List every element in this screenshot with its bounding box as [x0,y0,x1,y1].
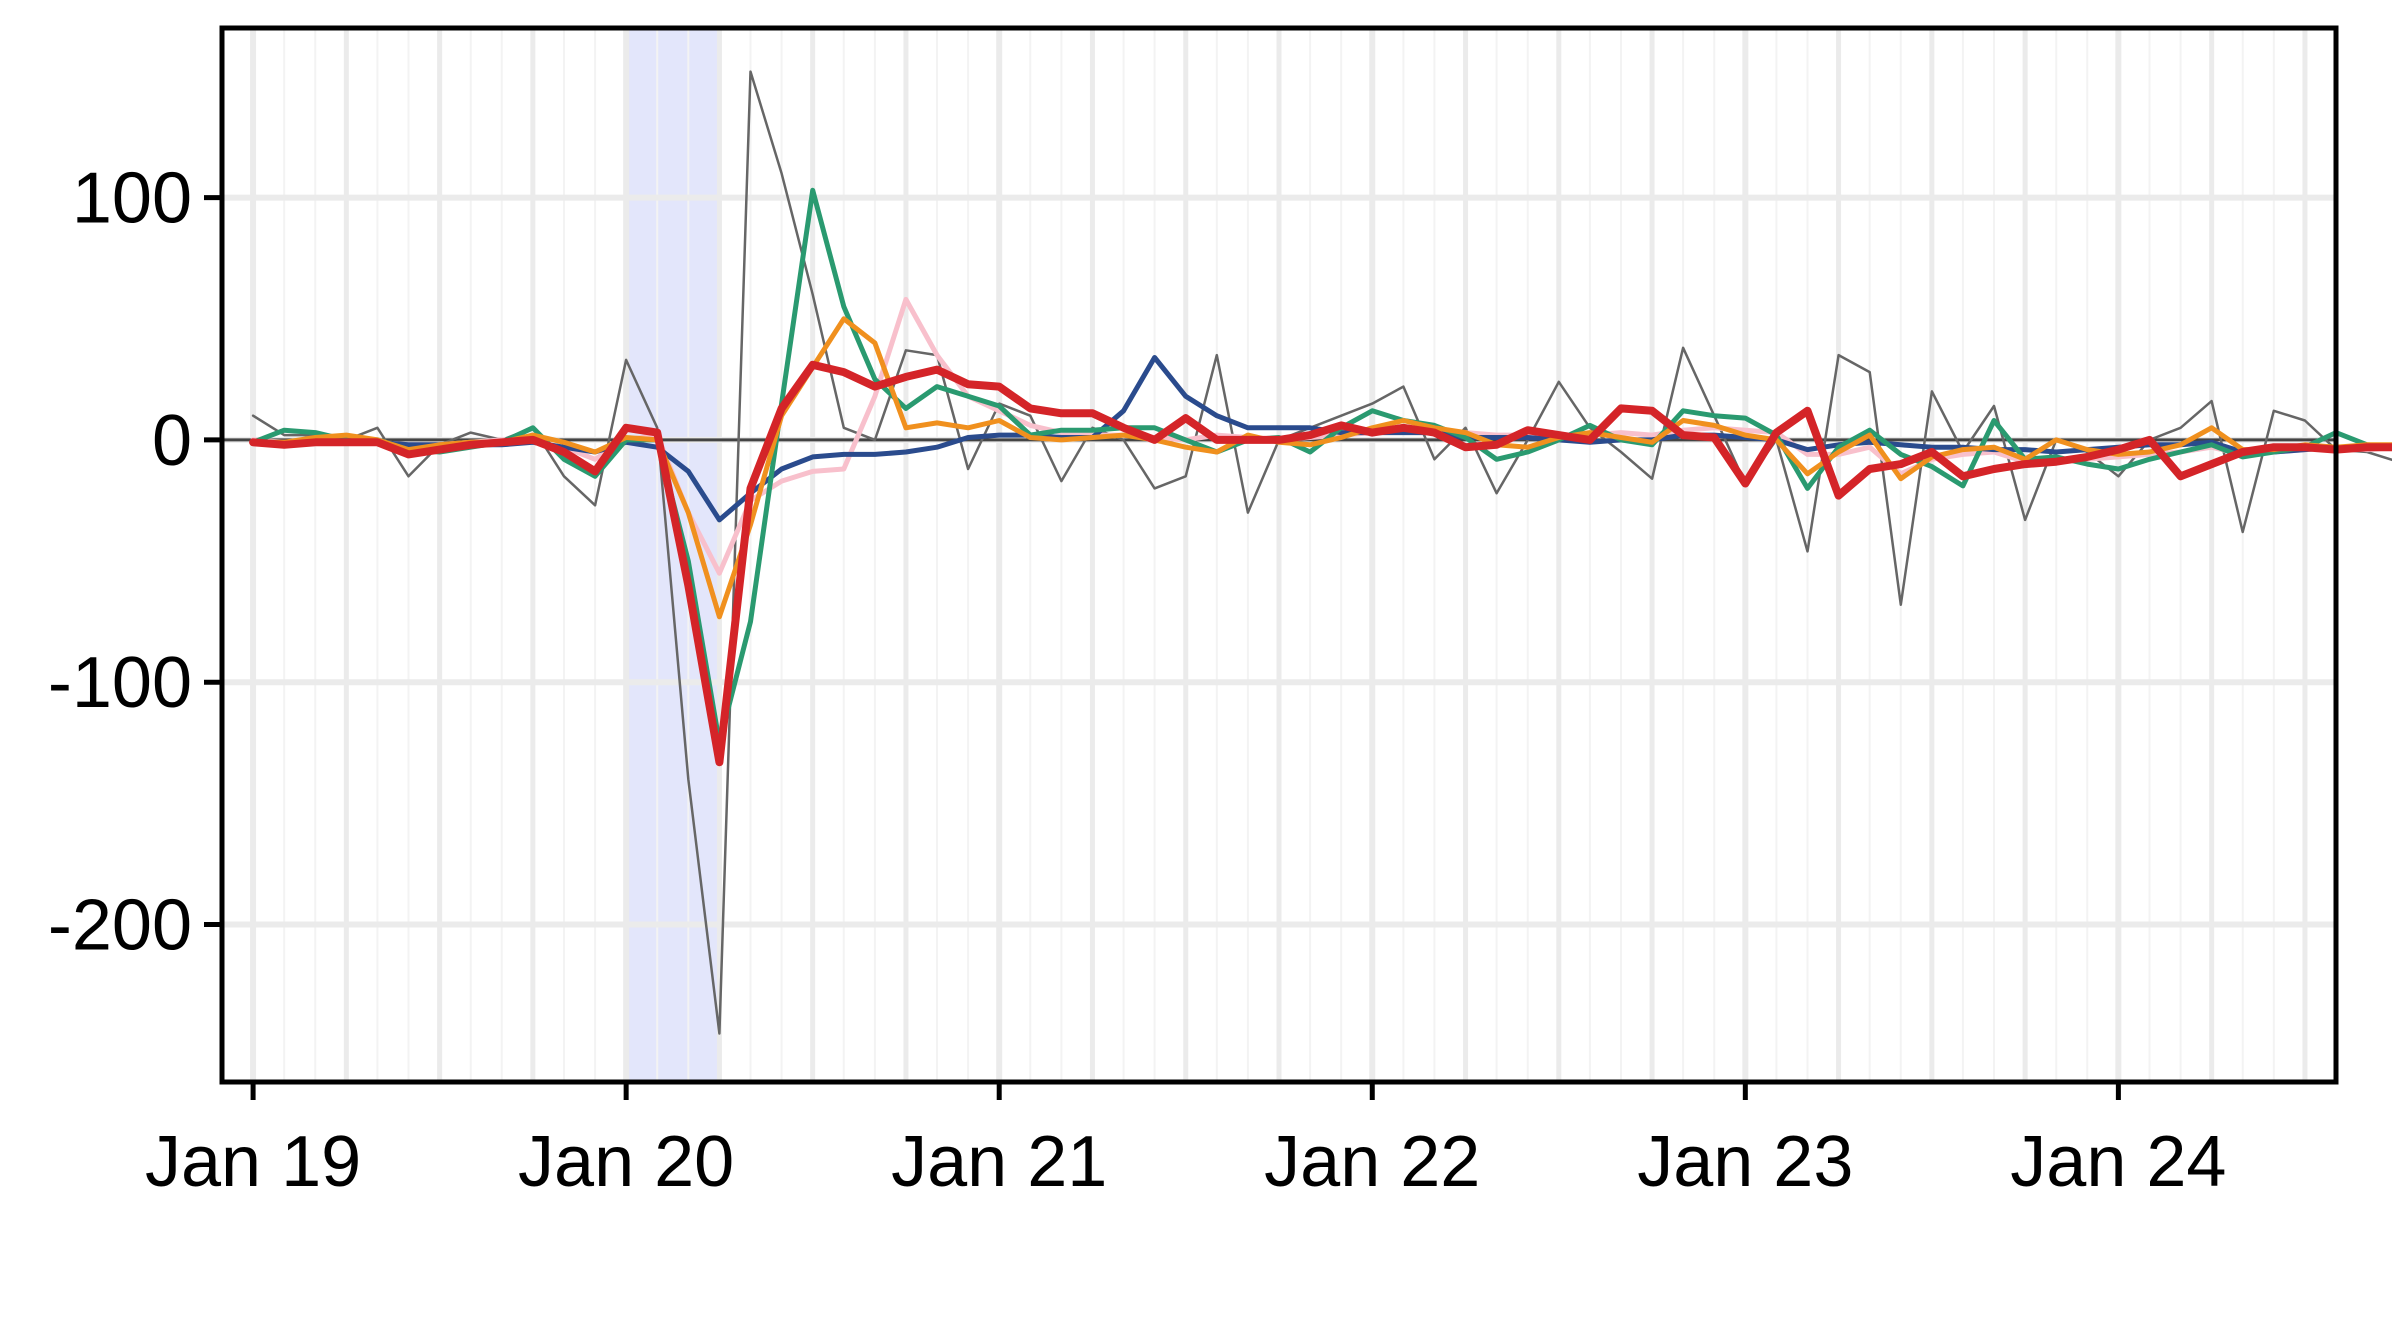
y-tick-label: 100 [72,159,192,239]
y-tick-label: 0 [152,401,192,481]
x-tick-label: Jan 20 [518,1122,734,1202]
series-line-5 [250,316,2392,620]
x-tick-label: Jan 23 [1637,1122,1853,1202]
y-tick-label: -100 [48,643,192,723]
series-layer [249,70,2392,1035]
y-tick-label: -200 [48,886,192,966]
gridlines [221,28,2337,1082]
series-line-1 [251,70,2392,1035]
series-line-2 [250,296,2392,576]
x-tick-label: Jan 21 [891,1122,1107,1202]
x-tick-label: Jan 22 [1264,1122,1480,1202]
plot-frame [219,25,2339,1085]
series-line-6 [249,360,2392,767]
axes [204,25,2339,1100]
x-tick-label: Jan 19 [145,1122,361,1202]
series-line-4 [250,187,2392,746]
tick-labels: Jan 19 Jan 20 Jan 21 Jan 22 Jan 23 Jan 24 100 0… [48,159,2227,1202]
x-tick-label: Jan 24 [2010,1122,2226,1202]
